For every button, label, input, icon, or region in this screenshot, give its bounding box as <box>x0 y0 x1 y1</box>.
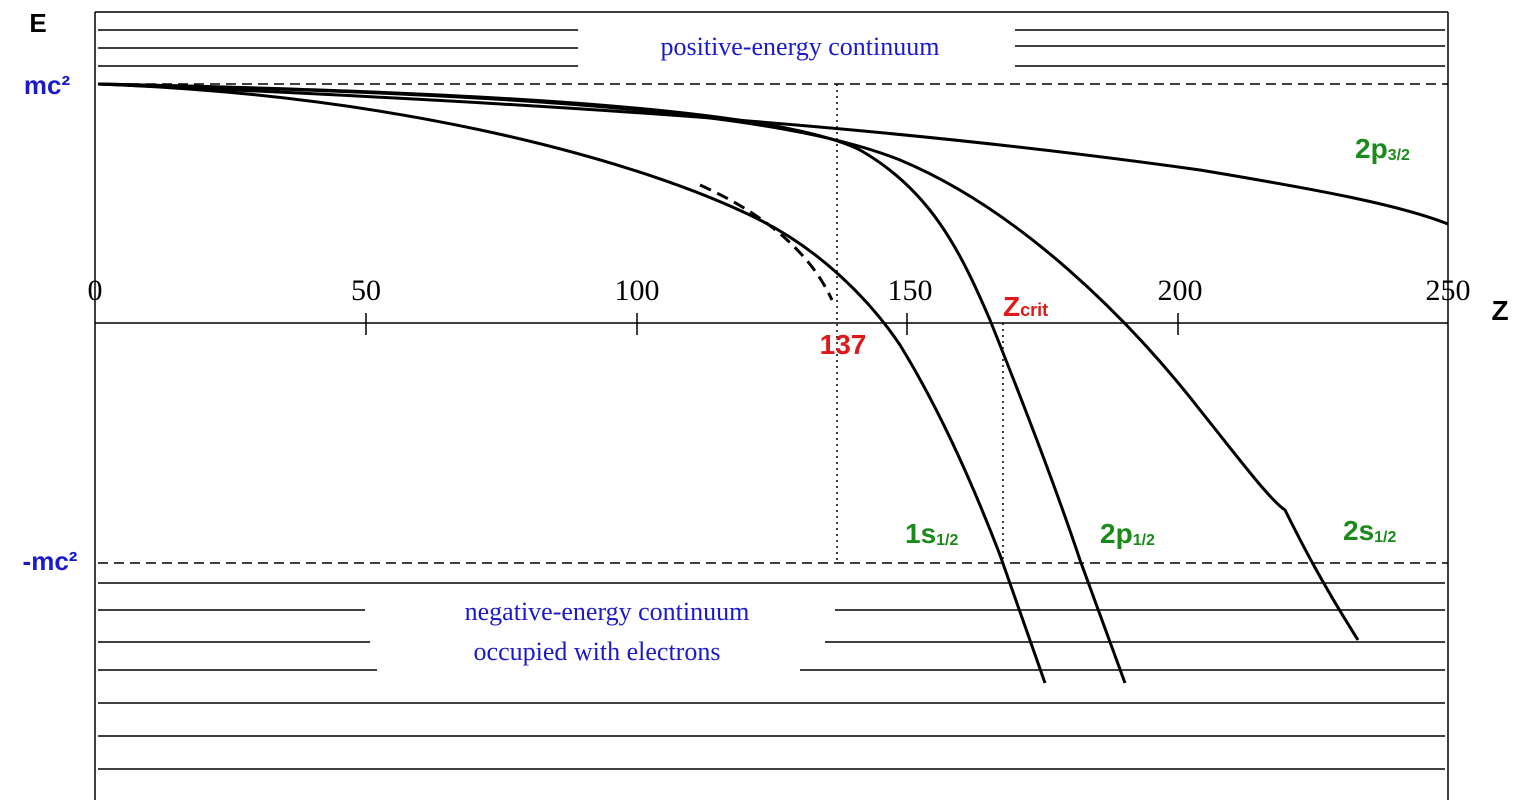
level-sub: 1/2 <box>1133 532 1155 549</box>
level-main: 2s <box>1343 515 1374 546</box>
tick-label: 100 <box>615 274 660 307</box>
positive-continuum-lines <box>98 29 1445 67</box>
tick-label: 150 <box>888 274 933 307</box>
level-label: 2p1/2 <box>1100 518 1155 549</box>
negative-continuum-label: occupied with electrons <box>474 637 721 666</box>
energy-label: E <box>29 8 46 38</box>
mc2-label: mc² <box>24 70 71 100</box>
tick-labels: 0 50 100 150 200 250 <box>88 274 1471 307</box>
level-main: 2p <box>1355 133 1388 164</box>
frame <box>94 11 1449 800</box>
level-label: 2s1/2 <box>1343 515 1397 546</box>
zcrit-label: Zcrit <box>1003 291 1048 322</box>
level-curves <box>97 82 1449 684</box>
tick-label: 250 <box>1426 274 1471 307</box>
z-axis <box>95 313 1448 335</box>
tick-label: 200 <box>1158 274 1203 307</box>
tick-label: 50 <box>351 274 381 307</box>
level-sub: 1/2 <box>1374 529 1396 546</box>
z137-label: 137 <box>820 329 867 360</box>
positive-continuum-label: positive-energy continuum <box>661 32 940 61</box>
level-label: 2p3/2 <box>1355 133 1410 164</box>
tick-label: 0 <box>88 274 103 307</box>
negative-continuum-lines <box>98 582 1445 770</box>
zcrit-main: Z <box>1003 291 1020 322</box>
negative-continuum-label: negative-energy continuum <box>465 597 750 626</box>
minus-mc2-label: -mc² <box>23 546 78 576</box>
level-main: 2p <box>1100 518 1133 549</box>
level-sub: 3/2 <box>1388 147 1410 164</box>
zcrit-sub: crit <box>1020 300 1048 320</box>
level-sub: 1/2 <box>936 532 958 549</box>
z-label: Z <box>1491 295 1508 326</box>
level-main: 1s <box>905 518 936 549</box>
level-label: 1s1/2 <box>905 518 959 549</box>
